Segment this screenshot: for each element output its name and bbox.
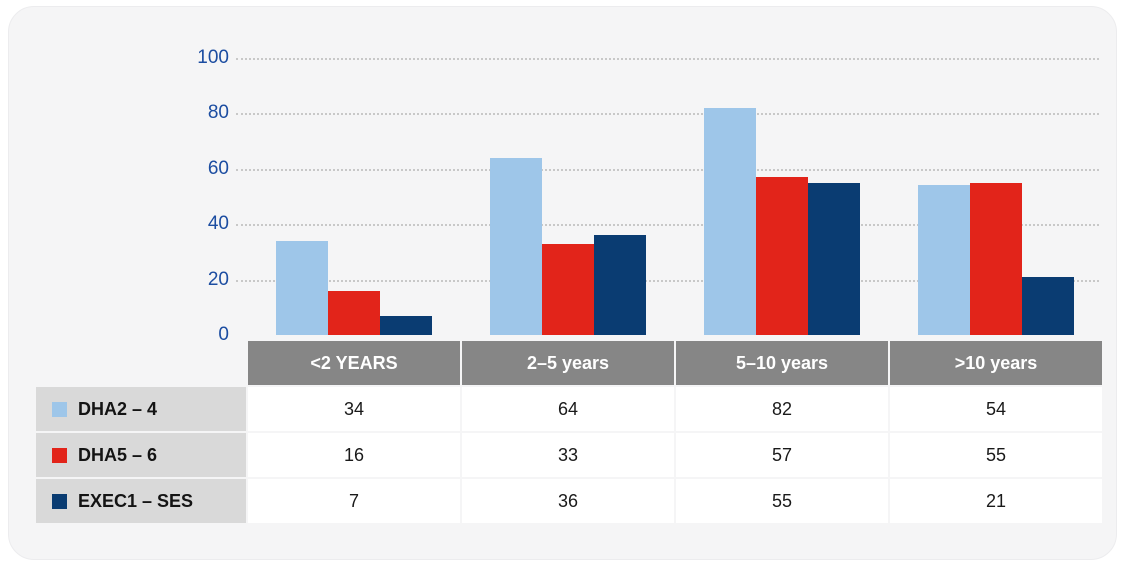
y-axis-label-20: 20: [207, 268, 229, 290]
value-cell: 33: [462, 433, 674, 477]
gridline-80: [236, 113, 1099, 116]
value-cell: 54: [890, 387, 1102, 431]
value-cell: 7: [248, 479, 460, 523]
bar-series3-cat3: [808, 182, 860, 335]
value-cell: 36: [462, 479, 674, 523]
row-label-dha5-6: DHA5 – 6: [36, 433, 246, 477]
y-axis-label-60: 60: [207, 157, 229, 179]
chart-card: 0 20 40 60 80 100 <2 YEARS 2–5 years 5–10 yea…: [8, 6, 1117, 560]
column-header-lt2-years: <2 YEARS: [248, 341, 460, 385]
series-name: DHA5 – 6: [78, 444, 158, 465]
bar-series2-cat1: [328, 290, 380, 335]
gridline-100: [236, 58, 1099, 60]
y-axis-label-40: 40: [207, 213, 229, 235]
y-axis-label-0: 0: [218, 324, 229, 345]
series-name: EXEC1 – SES: [78, 490, 194, 511]
bar-series1-cat2: [490, 157, 542, 335]
bar-series2-cat4: [970, 182, 1022, 335]
column-header-5-10-years: 5–10 years: [676, 341, 888, 385]
legend-swatch-dha5-6: [52, 447, 67, 463]
series-name: DHA2 – 4: [78, 398, 158, 419]
value-cell: 57: [676, 433, 888, 477]
data-table: <2 YEARS 2–5 years 5–10 years >10 years …: [36, 341, 1102, 523]
gridline-60: [236, 168, 1099, 171]
bar-chart: 0 20 40 60 80 100: [9, 7, 1116, 345]
value-cell: 82: [676, 387, 888, 431]
row-label-dha2-4: DHA2 – 4: [36, 387, 246, 431]
bar-series3-cat4: [1022, 276, 1074, 335]
bar-series1-cat1: [276, 240, 328, 335]
value-cell: 55: [890, 433, 1102, 477]
value-cell: 21: [890, 479, 1102, 523]
column-header-gt10-years: >10 years: [890, 341, 1102, 385]
bar-series1-cat3: [704, 107, 756, 335]
bar-series2-cat3: [756, 177, 808, 335]
value-cell: 34: [248, 387, 460, 431]
value-cell: 16: [248, 433, 460, 477]
value-cell: 64: [462, 387, 674, 431]
y-axis-label-80: 80: [207, 102, 229, 124]
gridline-20: [236, 279, 1099, 282]
bar-series3-cat2: [594, 235, 646, 335]
gridline-40: [236, 224, 1099, 227]
bar-series1-cat4: [918, 185, 970, 335]
column-header-2-5-years: 2–5 years: [462, 341, 674, 385]
table-corner-spacer: [36, 341, 246, 385]
y-axis-label-100: 100: [197, 47, 229, 68]
bar-series2-cat2: [542, 243, 594, 335]
legend-swatch-dha2-4: [52, 401, 67, 417]
value-cell: 55: [676, 479, 888, 523]
legend-swatch-exec1-ses: [52, 493, 67, 509]
row-label-exec1-ses: EXEC1 – SES: [36, 479, 246, 523]
bar-series3-cat1: [380, 315, 432, 335]
